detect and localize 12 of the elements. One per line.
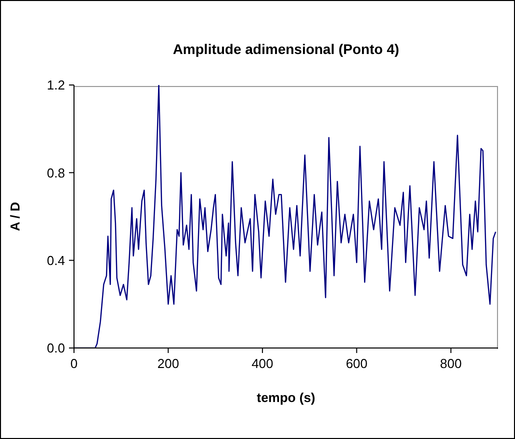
y-tick-label: 0.8 <box>46 165 65 180</box>
y-tick-label: 0.0 <box>46 340 65 356</box>
chart-title: Amplitude adimensional (Ponto 4) <box>172 41 400 57</box>
x-tick-label: 0 <box>70 356 78 372</box>
x-tick-label: 400 <box>252 356 274 372</box>
y-tick-label: 0.4 <box>46 252 65 268</box>
x-axis-title: tempo (s) <box>256 390 316 406</box>
x-tick-label: 800 <box>440 356 462 372</box>
y-axis-title: A / D <box>8 202 23 232</box>
x-tick-label: 200 <box>157 356 180 372</box>
x-tick-label: 600 <box>346 356 368 372</box>
y-tick-label: 1.2 <box>46 78 65 93</box>
